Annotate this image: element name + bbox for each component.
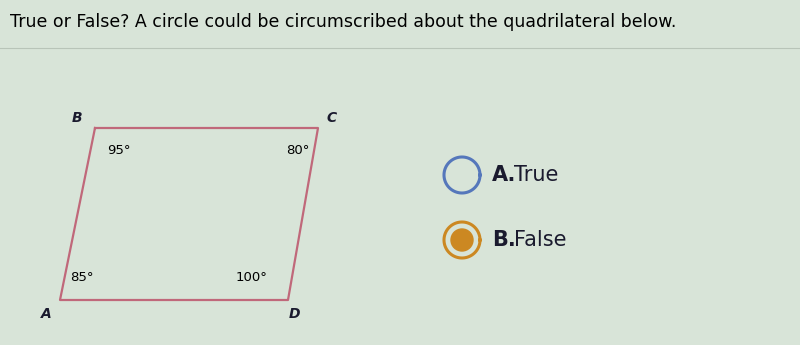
Text: False: False xyxy=(514,230,566,250)
Text: 85°: 85° xyxy=(70,271,94,284)
Text: A: A xyxy=(41,307,51,321)
Text: True: True xyxy=(514,165,558,185)
Circle shape xyxy=(451,229,473,251)
Text: 80°: 80° xyxy=(286,144,310,157)
Text: C: C xyxy=(327,111,337,125)
Text: True or False? A circle could be circumscribed about the quadrilateral below.: True or False? A circle could be circums… xyxy=(10,13,676,31)
Text: D: D xyxy=(288,307,300,321)
Text: A.: A. xyxy=(492,165,516,185)
Text: B: B xyxy=(72,111,82,125)
Text: B.: B. xyxy=(492,230,516,250)
Text: 100°: 100° xyxy=(236,271,268,284)
Text: 95°: 95° xyxy=(107,144,130,157)
